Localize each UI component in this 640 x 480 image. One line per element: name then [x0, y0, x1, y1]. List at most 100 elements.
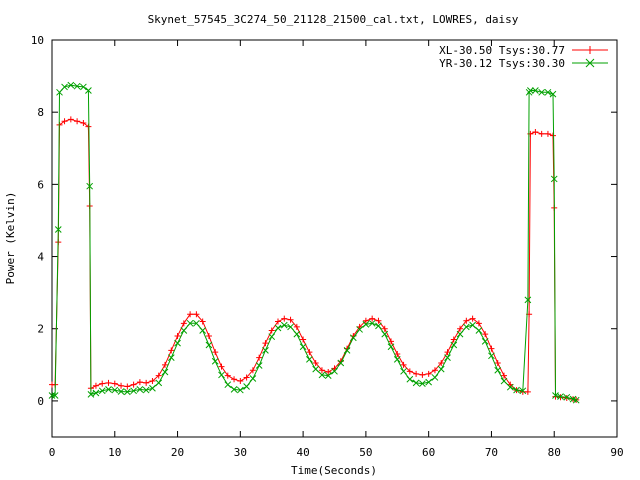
data-point — [99, 380, 106, 387]
data-point — [437, 365, 445, 373]
data-point — [243, 383, 250, 390]
legend-label-yr: YR-30.12 Tsys:30.30 — [439, 57, 565, 70]
data-point — [218, 371, 225, 379]
data-point — [444, 349, 451, 356]
data-point — [85, 87, 92, 94]
data-point — [557, 393, 564, 400]
data-point — [400, 361, 407, 368]
data-point — [274, 324, 282, 332]
data-point — [450, 341, 458, 349]
data-point — [544, 88, 552, 96]
y-tick-label: 8 — [37, 106, 44, 119]
x-axis: 0 10 20 30 40 50 60 70 80 90 — [49, 40, 624, 459]
data-point — [550, 175, 558, 183]
data-point — [280, 321, 288, 329]
data-point — [572, 396, 580, 404]
data-point — [393, 356, 401, 363]
data-point — [231, 376, 238, 383]
data-point — [74, 118, 81, 125]
data-point — [381, 330, 389, 338]
data-point — [331, 367, 338, 375]
data-point — [80, 83, 87, 91]
data-point — [123, 388, 131, 396]
y-tick-label: 4 — [37, 251, 44, 264]
data-point — [413, 370, 420, 377]
data-point — [412, 379, 420, 387]
data-point — [124, 383, 131, 390]
data-point — [87, 391, 95, 398]
data-point — [481, 338, 489, 345]
legend: XL-30.50 Tsys:30.77 YR-30.12 Tsys:30.30 — [439, 44, 608, 70]
data-point — [136, 386, 144, 393]
data-point — [143, 379, 150, 386]
data-point — [506, 383, 514, 391]
data-point — [300, 336, 307, 343]
data-point — [475, 320, 482, 327]
series-layer — [48, 81, 580, 404]
data-point — [337, 359, 345, 367]
data-point — [425, 370, 432, 377]
data-point — [67, 81, 75, 89]
x-tick-label: 40 — [296, 446, 309, 459]
data-point — [544, 130, 551, 137]
data-point — [482, 331, 489, 338]
data-point — [180, 320, 187, 327]
data-point — [67, 116, 74, 123]
data-point — [450, 336, 457, 343]
data-point — [406, 368, 413, 375]
data-point — [149, 378, 156, 385]
x-tick-label: 90 — [610, 446, 623, 459]
data-point — [117, 388, 125, 395]
x-tick-label: 70 — [485, 446, 498, 459]
data-point — [162, 361, 168, 368]
data-point — [349, 334, 357, 342]
data-point — [199, 327, 207, 334]
data-point — [552, 392, 559, 399]
data-point — [488, 345, 495, 352]
y-tick-label: 2 — [37, 323, 44, 336]
data-point — [130, 381, 137, 388]
data-point — [256, 354, 263, 361]
data-point — [167, 354, 175, 361]
data-point — [174, 339, 181, 347]
data-point — [419, 380, 426, 387]
data-point — [362, 317, 369, 324]
data-point — [293, 323, 300, 330]
data-point — [236, 386, 244, 394]
data-point — [73, 82, 81, 90]
data-point — [500, 377, 508, 385]
data-point — [111, 380, 118, 387]
data-point — [174, 332, 181, 339]
data-point — [287, 323, 294, 331]
y-tick-label: 0 — [37, 395, 44, 408]
data-point — [56, 88, 63, 96]
data-point — [325, 369, 332, 376]
data-point — [406, 375, 414, 383]
data-point — [275, 318, 281, 325]
data-point — [61, 118, 68, 125]
data-point — [524, 388, 531, 395]
data-point — [249, 375, 257, 382]
data-point — [549, 90, 557, 98]
data-point — [224, 381, 232, 389]
legend-marker — [585, 58, 595, 68]
x-tick-label: 60 — [422, 446, 435, 459]
data-point — [469, 321, 476, 329]
data-point — [457, 325, 464, 332]
data-point — [80, 120, 87, 127]
data-point — [243, 374, 250, 381]
data-point — [312, 365, 320, 373]
data-point — [105, 379, 112, 386]
data-point — [387, 343, 395, 351]
data-point — [262, 340, 269, 347]
series-yr — [48, 81, 580, 404]
data-point — [438, 360, 445, 367]
data-point — [501, 372, 507, 379]
data-point — [268, 327, 275, 334]
data-point — [538, 130, 545, 137]
plot-frame — [51, 39, 618, 438]
series-line — [52, 84, 577, 401]
y-axis-label: Power (Kelvin) — [4, 192, 17, 285]
data-point — [431, 374, 439, 381]
data-point — [362, 321, 370, 328]
